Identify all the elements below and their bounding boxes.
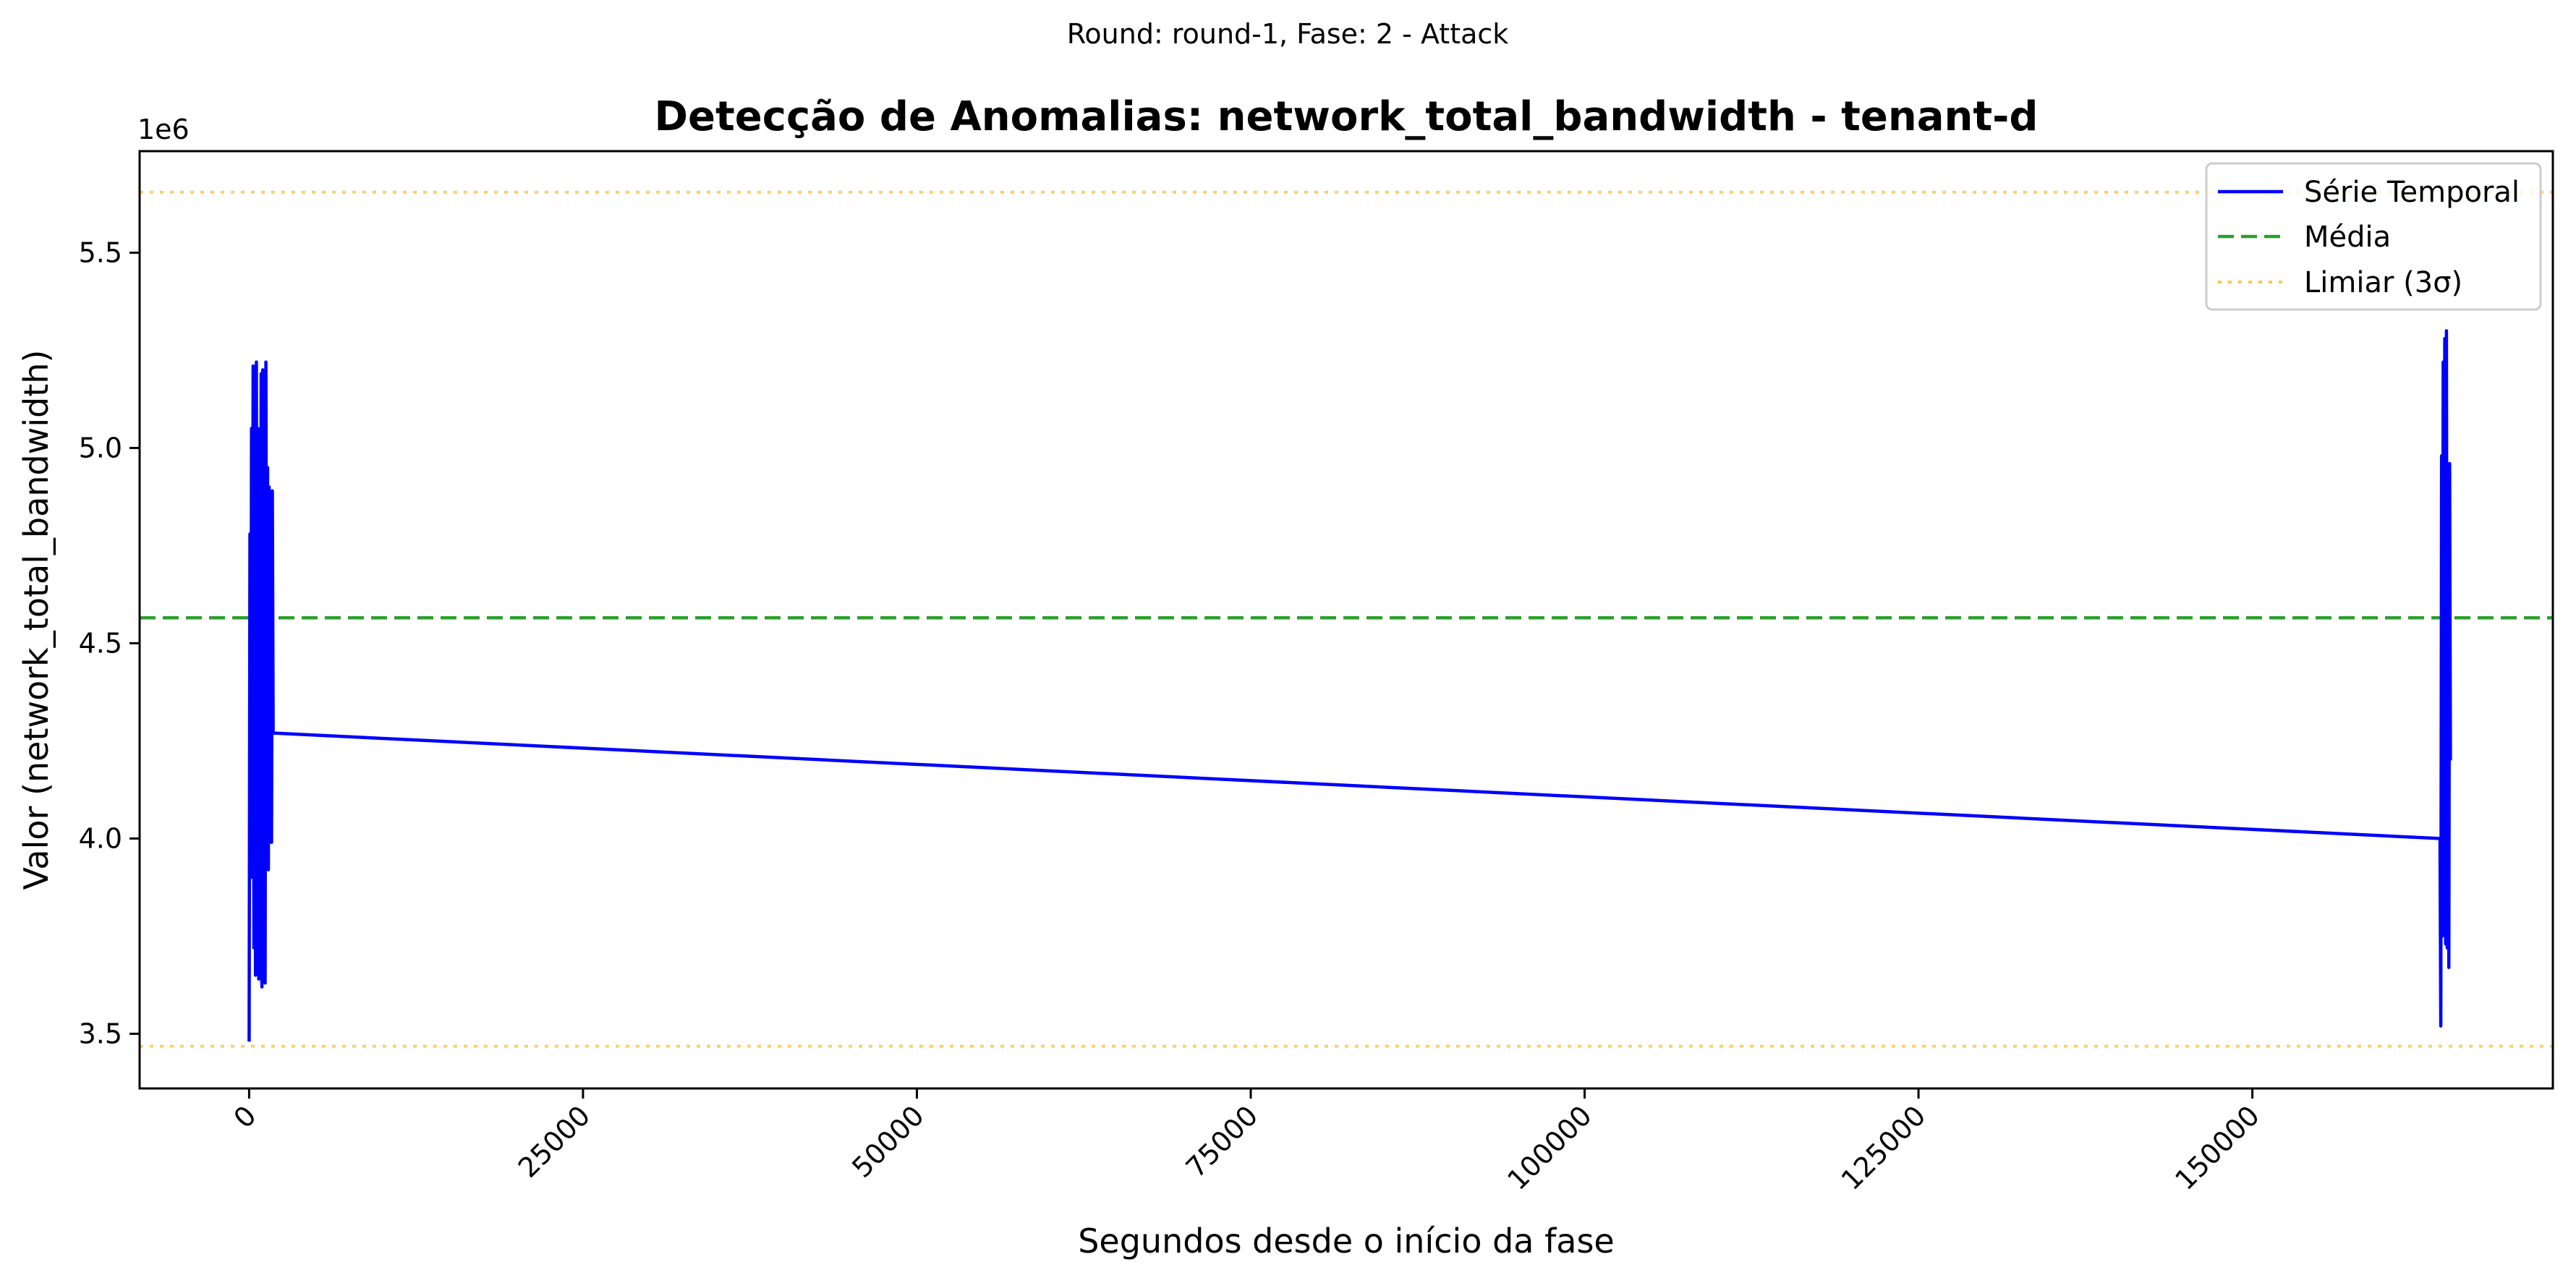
y-tick-label: 5.5 xyxy=(79,236,122,268)
y-tick-label: 5.0 xyxy=(79,432,122,464)
legend: Série Temporal Média Limiar (3σ) xyxy=(2205,162,2542,311)
x-tick-label: 0 xyxy=(228,1099,263,1134)
y-offset-label: 1e6 xyxy=(137,114,190,145)
y-tick-label: 4.5 xyxy=(79,627,122,659)
legend-label-limiar: Limiar (3σ) xyxy=(2304,266,2462,299)
y-axis: 3.5 4.0 4.5 5.0 5.5 xyxy=(79,236,140,1049)
suptitle: Round: round-1, Fase: 2 - Attack xyxy=(1067,18,1509,50)
x-tick-label: 25000 xyxy=(512,1099,597,1184)
x-tick-label: 125000 xyxy=(1835,1099,1932,1196)
plot-area xyxy=(140,190,2553,1048)
x-tick-label: 75000 xyxy=(1180,1099,1264,1184)
y-tick-label: 4.0 xyxy=(79,822,122,854)
legend-label-media: Média xyxy=(2304,221,2391,254)
legend-label-serie-temporal: Série Temporal xyxy=(2304,176,2520,209)
x-axis: 0 25000 50000 75000 100000 125000 150000 xyxy=(228,1088,2266,1196)
plot-frame xyxy=(138,150,2554,1090)
x-tick-label: 50000 xyxy=(846,1099,930,1184)
legend-frame xyxy=(2205,162,2542,311)
series-line-serie-temporal xyxy=(247,329,2452,1042)
x-tick-label: 150000 xyxy=(2169,1099,2266,1196)
x-tick-label: 100000 xyxy=(1501,1099,1598,1196)
y-axis-label: Valor (network_total_bandwidth) xyxy=(17,350,56,890)
chart-title: Detecção de Anomalias: network_total_ban… xyxy=(655,93,2039,140)
x-axis-label: Segundos desde o início da fase xyxy=(1078,1222,1615,1261)
y-tick-label: 3.5 xyxy=(79,1018,122,1049)
